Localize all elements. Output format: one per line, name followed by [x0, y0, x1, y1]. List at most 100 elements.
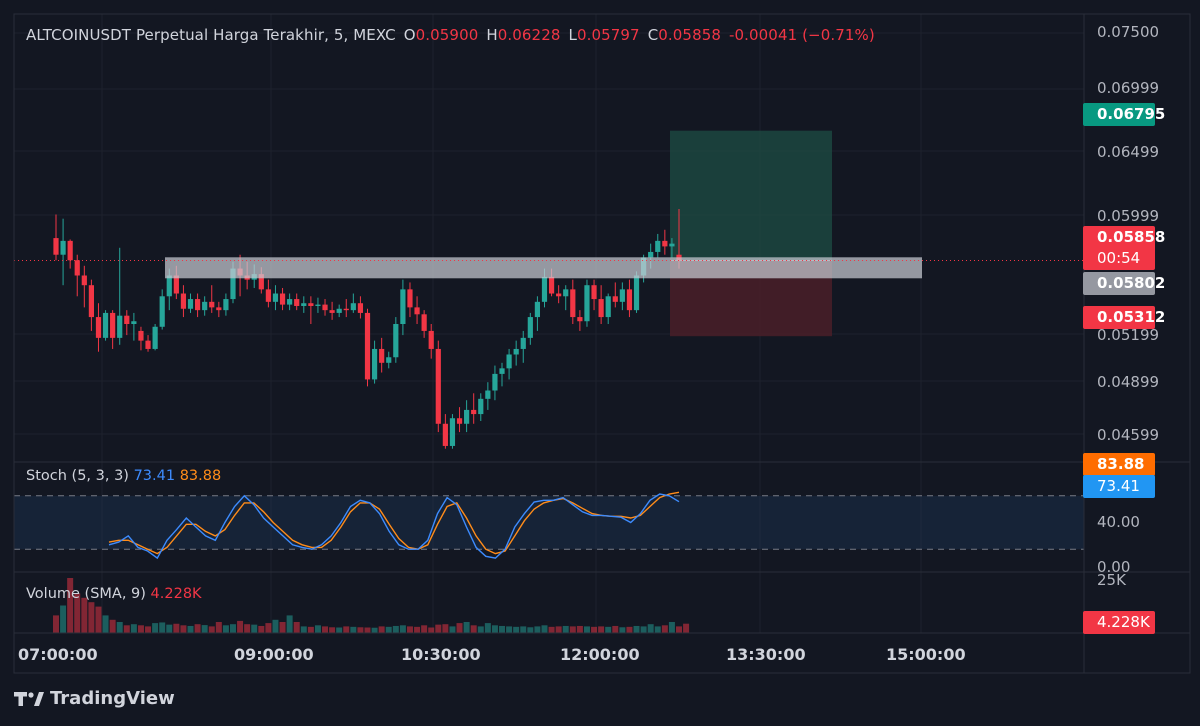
volume-bar	[109, 619, 116, 633]
candle-body	[74, 260, 80, 276]
volume-axis-tick: 25K	[1097, 571, 1126, 589]
volume-bar	[385, 626, 392, 633]
candle-body	[95, 317, 102, 338]
volume-bar	[201, 625, 208, 633]
time-tick: 15:00:00	[886, 645, 966, 664]
high-value: 0.06228	[497, 26, 561, 44]
tradingview-icon	[14, 691, 44, 706]
stoch-d-value: 83.88	[179, 468, 222, 484]
volume-bar	[683, 623, 690, 633]
change-value: -0.00041 (−0.71%)	[729, 26, 875, 44]
volume-bar	[329, 627, 336, 633]
volume-bar	[265, 623, 272, 633]
candle-body	[584, 285, 590, 322]
volume-bar	[307, 626, 314, 633]
volume-bar	[541, 625, 548, 633]
candle-body	[194, 299, 201, 311]
candle-body	[166, 275, 172, 297]
price-tick: 0.06999	[1097, 79, 1160, 97]
volume-bar	[456, 623, 463, 633]
candle-body	[499, 368, 505, 374]
volume-bar	[513, 626, 520, 633]
crosshair-band	[165, 257, 922, 279]
volume-bar	[378, 626, 385, 633]
symbol-title[interactable]: ALTCOINUSDT Perpetual Harga Terakhir, 5,…	[26, 26, 396, 44]
candle-body	[336, 308, 342, 313]
open-value: 0.05900	[415, 26, 479, 44]
candle-body	[534, 301, 541, 318]
candle-body	[386, 357, 392, 363]
stoch-label: Stoch (5, 3, 3)	[26, 468, 129, 484]
volume-bar	[60, 605, 67, 633]
candle-body	[117, 315, 123, 338]
volume-bar	[300, 626, 307, 633]
low-label: L	[568, 26, 577, 44]
volume-bar	[180, 625, 187, 633]
time-tick: 07:00:00	[18, 645, 98, 664]
volume-bar	[626, 626, 633, 633]
volume-bar	[350, 626, 357, 633]
candle-body	[541, 276, 548, 302]
target-zone	[670, 130, 832, 261]
volume-bar	[258, 625, 265, 633]
volume-bar	[123, 625, 130, 633]
candle-body	[662, 240, 668, 247]
volume-bar	[357, 627, 364, 633]
pane-borders	[13, 13, 1191, 674]
time-tick: 12:00:00	[560, 645, 640, 664]
volume-bar	[598, 626, 605, 633]
volume-bar	[187, 625, 194, 633]
candle-body	[258, 274, 264, 290]
volume-bar	[222, 625, 229, 633]
chart-border	[13, 13, 1191, 674]
volume-bar	[640, 626, 647, 633]
candle-body	[301, 303, 307, 306]
volume-bar	[116, 622, 123, 633]
candle-body	[527, 317, 533, 338]
candle-body	[308, 303, 314, 306]
candle-body	[464, 409, 470, 424]
volume-bar	[173, 623, 180, 633]
candle-body	[159, 296, 165, 327]
volume-bar	[661, 625, 668, 633]
volume-bar	[159, 622, 166, 633]
price-tick: 0.04899	[1097, 373, 1160, 391]
volume-bar	[619, 627, 626, 633]
candle-body	[442, 423, 448, 446]
volume-bar	[88, 602, 95, 633]
volume-bar	[414, 626, 421, 633]
position-tool[interactable]	[670, 130, 832, 337]
volume-bar	[491, 625, 498, 633]
volume-bar	[74, 593, 81, 633]
candle-body	[216, 307, 222, 311]
volume-bar	[676, 626, 682, 633]
stoch-axis-tick: 0.00	[1097, 558, 1131, 576]
stoch-d-line	[108, 491, 680, 555]
candle-body	[371, 348, 378, 380]
volume-legend[interactable]: Volume (SMA, 9) 4.228K	[26, 586, 202, 602]
tradingview-logo[interactable]: TradingView	[14, 688, 175, 709]
volume-bar	[215, 622, 222, 633]
candle-body	[145, 340, 151, 349]
time-tick: 09:00:00	[234, 645, 314, 664]
volume-bar	[67, 578, 74, 633]
volume-label: Volume (SMA, 9)	[26, 586, 146, 602]
candle-body	[364, 312, 371, 380]
candle-body	[81, 275, 87, 286]
candle-body	[556, 293, 562, 297]
volume-bar	[392, 625, 399, 633]
stoch-legend[interactable]: Stoch (5, 3, 3) 73.41 83.88	[26, 468, 221, 484]
volume-badge: 4.228K	[1083, 611, 1155, 634]
volume-bar	[520, 626, 527, 633]
volume-bar	[555, 626, 562, 633]
last-price-badge: 0.05858	[1083, 226, 1165, 249]
price-tick: 0.05199	[1097, 326, 1160, 344]
candle-body	[591, 285, 597, 300]
candle-body	[428, 330, 434, 349]
candle-body	[478, 398, 484, 415]
stoch-k-value: 73.41	[133, 468, 176, 484]
candle-body	[612, 296, 618, 302]
open-label: O	[403, 26, 416, 44]
candle-body	[648, 251, 654, 258]
